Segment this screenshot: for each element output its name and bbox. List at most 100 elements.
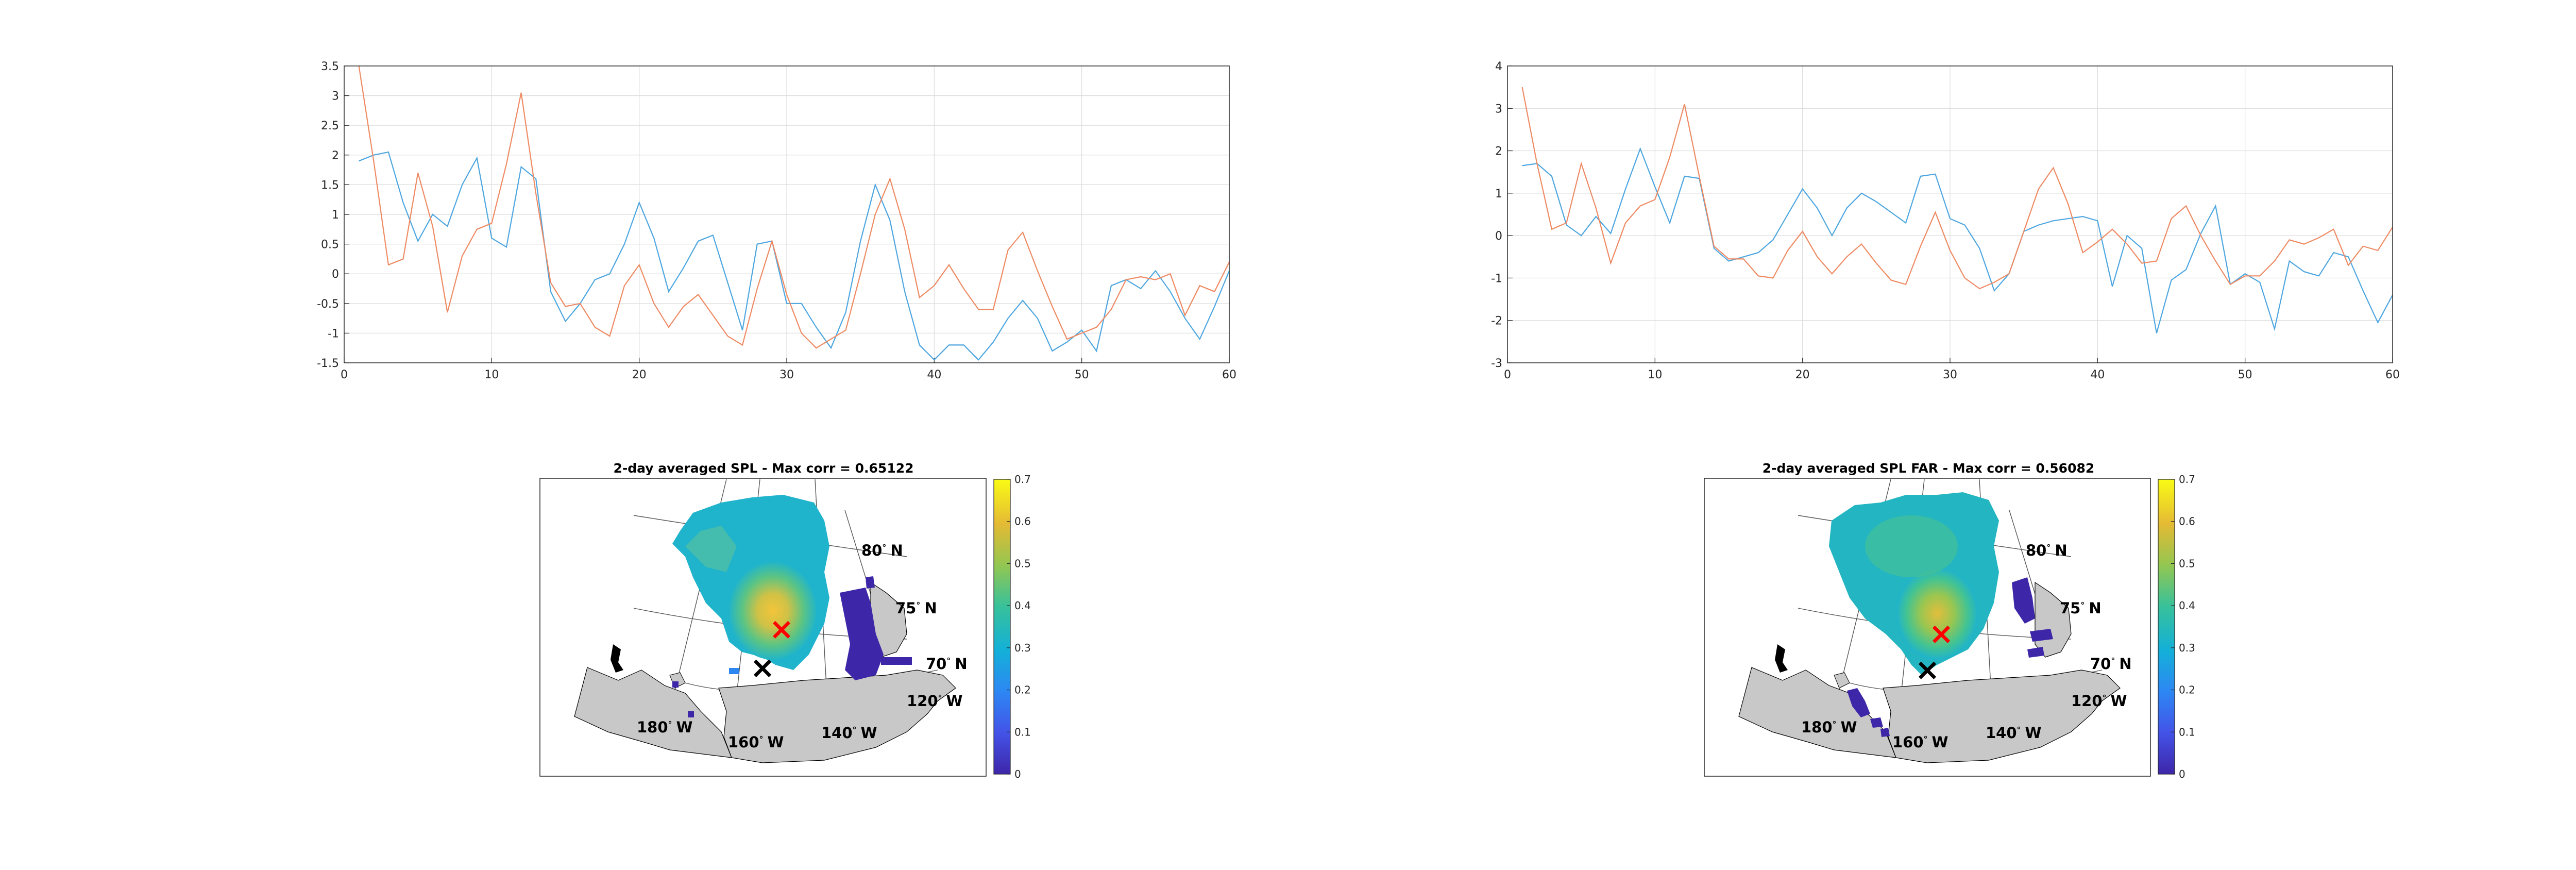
colorbar-tick-label: 0.6: [2179, 515, 2195, 528]
y-tick-label: 0.5: [321, 239, 339, 252]
lat-label-75: 75° N: [895, 599, 937, 617]
correlation-hotspot: [729, 562, 817, 660]
colorbar-tick-label: 0.3: [2179, 642, 2195, 654]
colorbar-tick-label: 0.5: [1014, 557, 1031, 570]
correlation-patch: [1865, 515, 1958, 577]
y-tick-label: 3: [332, 90, 339, 103]
x-tick-label: 60: [1222, 369, 1236, 381]
low-correlation-patch: [1880, 728, 1890, 737]
x-tick-label: 40: [2090, 369, 2105, 381]
map-panel-1: 2-day averaged SPL - Max corr = 0.65122: [539, 461, 1031, 780]
grid-lines: [1507, 65, 2393, 363]
series-lines: [1521, 87, 2393, 333]
colorbar-tick-label: 0.2: [1014, 684, 1031, 696]
colorbar-tick-label: 0.5: [2179, 557, 2195, 570]
colorbar-tick-label: 0: [2179, 768, 2185, 780]
y-tick-label: -1.5: [317, 357, 339, 370]
lat-label-80: 80° N: [2026, 542, 2067, 559]
lon-label-180: 180° W: [1801, 718, 1857, 736]
y-tick-label: -0.5: [317, 298, 339, 311]
low-correlation-patch: [1870, 717, 1883, 728]
x-tick-label: 60: [2385, 369, 2400, 381]
y-tick-label: 0: [1495, 230, 1502, 243]
y-tick-label: 4: [1495, 60, 1502, 73]
y-tick-labels: -1.5 -1 -0.5 0 0.5 1 1.5 2 2.5 3 3.5: [317, 60, 339, 370]
land-islet: [1834, 672, 1850, 689]
x-tick-label: 40: [927, 369, 941, 381]
low-correlation-patch: [729, 668, 739, 674]
colorbar-tick-label: 0.2: [2179, 684, 2195, 696]
grid-lines: [344, 65, 1230, 363]
axes-box: [1507, 65, 2393, 363]
y-tick-labels: -3 -2 -1 0 1 2 3 4: [1491, 60, 1502, 370]
x-tick-label: 10: [484, 369, 499, 381]
correlation-patch: [685, 526, 737, 572]
colorbar-tick-label: 0.4: [1014, 599, 1031, 612]
max-corr-marker: ×: [769, 611, 794, 646]
land-alaska-west: [574, 667, 732, 758]
colorbar-ticks: 0 0.1 0.2 0.3 0.4 0.5 0.6 0.7: [1007, 473, 1031, 780]
low-correlation-patch: [866, 576, 875, 589]
lat-label-70: 70° N: [926, 655, 968, 673]
colorbar-tick-label: 0.1: [1014, 726, 1031, 738]
series-blue-line: [359, 151, 1230, 361]
y-tick-label: 2: [332, 149, 339, 162]
axes-box: [344, 65, 1230, 363]
low-correlation-patch: [688, 711, 694, 717]
y-tick-label: 1.5: [321, 179, 339, 192]
colorbar-tick-label: 0.4: [2179, 599, 2195, 612]
lon-label-180: 180° W: [637, 718, 693, 736]
y-tick-label: 1: [332, 209, 339, 222]
y-tick-label: 1: [1495, 188, 1502, 200]
x-tick-label: 30: [779, 369, 794, 381]
line-plot-2: -3 -2 -1 0 1 2 3 4 0 10 20 30 40 50 60: [1491, 60, 2400, 381]
land-alaska-canada: [718, 670, 956, 763]
series-blue-line: [1522, 147, 2393, 333]
y-tick-label: -2: [1491, 315, 1502, 328]
y-tick-label: -1: [1491, 272, 1502, 285]
x-tick-label: 10: [1648, 369, 1662, 381]
map-title: 2-day averaged SPL FAR - Max corr = 0.56…: [1762, 461, 2095, 476]
map-title: 2-day averaged SPL - Max corr = 0.65122: [613, 461, 913, 476]
x-tick-label: 50: [2238, 369, 2252, 381]
colorbar-tick-label: 0.6: [1014, 515, 1031, 528]
land-wrangel: [611, 644, 623, 673]
lon-label-120: 120° W: [2071, 692, 2127, 710]
colorbar-gradient: [993, 479, 1011, 775]
lon-label-120: 120° W: [907, 692, 963, 710]
x-tick-label: 50: [1075, 369, 1089, 381]
low-correlation-patch: [840, 588, 884, 680]
map-panel-2: 2-day averaged SPL FAR - Max corr = 0.56…: [1704, 461, 2195, 780]
max-corr-marker: ×: [1929, 616, 1954, 651]
colorbar-tick-label: 0.7: [1014, 473, 1031, 486]
line-plot-1: -1.5 -1 -0.5 0 0.5 1 1.5 2 2.5 3 3.5 0 10 20 30 40 50 60: [317, 60, 1236, 381]
colorbar-tick-label: 0.7: [2179, 473, 2195, 486]
site-marker: ×: [750, 650, 775, 685]
y-tick-label: 3: [1495, 103, 1502, 115]
site-marker: ×: [1915, 652, 1940, 687]
lon-label-160: 160° W: [1892, 733, 1948, 751]
series-orange-line: [1521, 87, 2393, 290]
colorbar: 0 0.1 0.2 0.3 0.4 0.5 0.6 0.7: [2158, 473, 2195, 780]
lat-label-75: 75° N: [2060, 599, 2102, 617]
colorbar-ticks: 0 0.1 0.2 0.3 0.4 0.5 0.6 0.7: [2171, 473, 2195, 780]
low-correlation-patch: [2030, 629, 2053, 642]
colorbar-tick-label: 0.1: [2179, 726, 2195, 738]
lon-label-140: 140° W: [821, 724, 877, 742]
low-correlation-patch: [1847, 688, 1870, 717]
x-tick-labels: 0 10 20 30 40 50 60: [341, 369, 1236, 381]
y-tick-label: 3.5: [321, 60, 339, 73]
colorbar-tick-label: 0: [1014, 768, 1021, 780]
lon-label-160: 160° W: [728, 733, 784, 751]
x-tick-labels: 0 10 20 30 40 50 60: [1504, 369, 2400, 381]
y-tick-label: 2: [1495, 145, 1502, 158]
series-lines: [358, 65, 1230, 361]
lat-label-80: 80° N: [861, 542, 903, 559]
x-tick-label: 30: [1943, 369, 1957, 381]
colorbar-tick-label: 0.3: [1014, 642, 1031, 654]
x-tick-label: 0: [341, 369, 348, 381]
x-tick-label: 20: [1795, 369, 1810, 381]
low-correlation-patch: [2012, 577, 2035, 624]
y-tick-label: 0: [332, 268, 339, 281]
low-correlation-patch: [2027, 647, 2044, 658]
